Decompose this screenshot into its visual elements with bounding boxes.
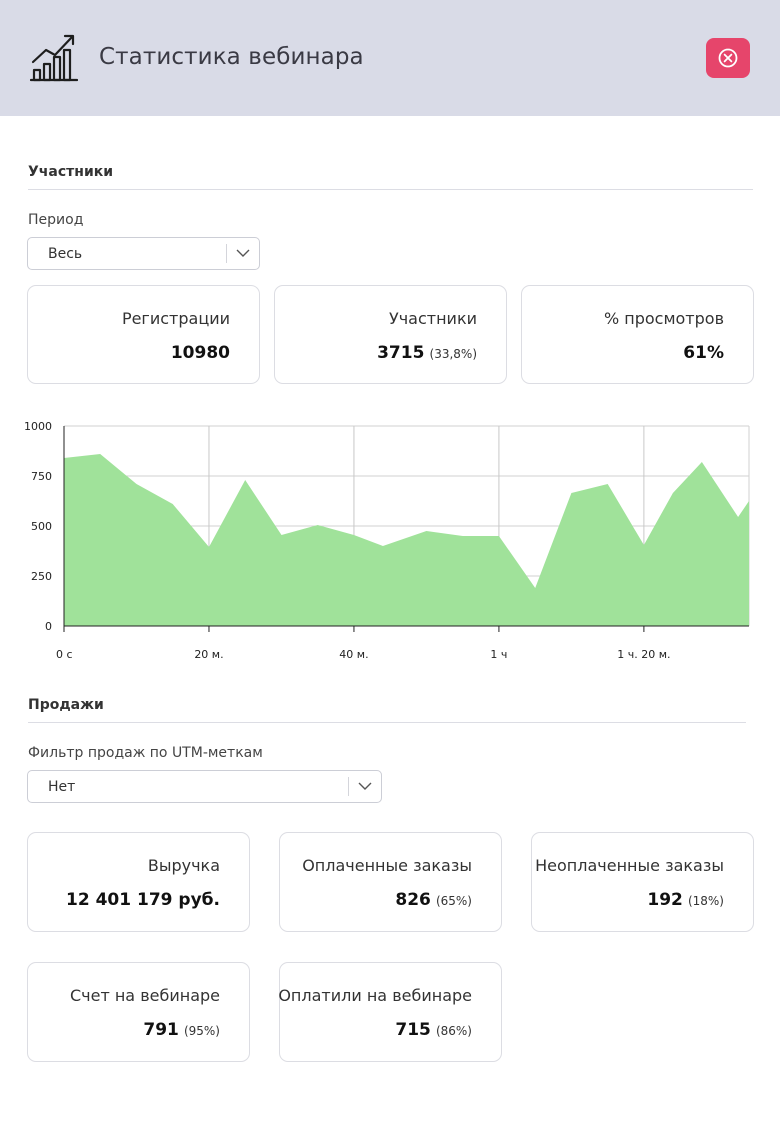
registrations-card: Регистрации 10980 <box>27 285 260 384</box>
card-number: 3715 <box>377 343 425 363</box>
sales-section-title: Продажи <box>28 697 104 713</box>
select-separator <box>226 244 227 263</box>
x-tick-label: 1 ч. 20 м. <box>617 648 670 661</box>
y-tick-label: 0 <box>45 620 52 633</box>
card-number: 61% <box>683 343 724 363</box>
period-select-value: Весь <box>48 246 83 262</box>
close-button[interactable] <box>706 38 750 78</box>
card-number: 192 <box>647 890 683 910</box>
card-value: 192 (18%) <box>647 890 724 910</box>
y-tick-label: 750 <box>31 470 52 483</box>
period-label: Период <box>28 212 84 228</box>
card-number: 826 <box>395 890 431 910</box>
invoice-at-webinar-card: Счет на вебинаре 791 (95%) <box>27 962 250 1062</box>
page-title: Статистика вебинара <box>99 44 364 70</box>
card-label: Счет на вебинаре <box>69 986 220 1005</box>
attendance-area-chart: 0 250 500 750 1000 0 с 20 м. 40 м. 1 ч 1 ч. 20 м. <box>24 420 750 661</box>
card-value: 715 (86%) <box>395 1020 472 1040</box>
card-label: Оплаченные заказы <box>302 856 472 875</box>
card-value: 12 401 179 руб. <box>66 890 220 910</box>
x-tick-label: 1 ч <box>490 648 507 661</box>
y-tick-label: 1000 <box>24 420 52 433</box>
card-label: Участники <box>388 309 477 328</box>
card-number: 12 401 179 руб. <box>66 890 220 910</box>
card-value: 61% <box>683 343 724 363</box>
paid-orders-card: Оплаченные заказы 826 (65%) <box>279 832 502 932</box>
card-number: 791 <box>143 1020 179 1040</box>
x-tick-label: 20 м. <box>194 648 223 661</box>
card-label: Неоплаченные заказы <box>535 856 724 875</box>
sales-divider <box>28 722 746 723</box>
utm-filter-value: Нет <box>48 779 76 795</box>
card-value: 10980 <box>171 343 230 363</box>
participants-divider <box>28 189 753 190</box>
x-tick-label: 0 с <box>56 648 73 661</box>
card-label: Оплатили на вебинаре <box>278 986 472 1005</box>
chart-growth-icon <box>30 34 78 82</box>
y-tick-label: 250 <box>31 570 52 583</box>
card-label: % просмотров <box>603 309 724 328</box>
card-label: Регистрации <box>121 309 230 328</box>
close-circle-icon <box>718 48 738 68</box>
card-value: 826 (65%) <box>395 890 472 910</box>
card-percent: (18%) <box>687 894 724 908</box>
chevron-down-icon <box>236 249 250 257</box>
card-label: Выручка <box>147 856 220 875</box>
header: Статистика вебинара <box>0 0 780 116</box>
card-number: 715 <box>395 1020 431 1040</box>
card-percent: (95%) <box>183 1024 220 1038</box>
x-tick-label: 40 м. <box>339 648 368 661</box>
paid-at-webinar-card: Оплатили на вебинаре 715 (86%) <box>278 962 502 1062</box>
select-separator <box>348 777 349 796</box>
series-area <box>64 454 749 626</box>
utm-filter-label: Фильтр продаж по UTM-меткам <box>28 745 263 761</box>
card-value: 791 (95%) <box>143 1020 220 1040</box>
card-number: 10980 <box>170 343 230 363</box>
card-percent: (86%) <box>435 1024 472 1038</box>
unpaid-orders-card: Неоплаченные заказы 192 (18%) <box>531 832 754 932</box>
y-tick-label: 500 <box>31 520 52 533</box>
views-percent-card: % просмотров 61% <box>521 285 754 384</box>
utm-filter-select[interactable]: Нет <box>27 770 382 803</box>
revenue-card: Выручка 12 401 179 руб. <box>27 832 250 932</box>
participants-section-title: Участники <box>28 164 114 180</box>
card-percent: (33,8%) <box>429 347 477 361</box>
participants-card: Участники 3715 (33,8%) <box>274 285 507 384</box>
card-value: 3715 (33,8%) <box>377 343 477 363</box>
period-select[interactable]: Весь <box>27 237 260 270</box>
card-percent: (65%) <box>435 894 472 908</box>
chevron-down-icon <box>358 782 372 790</box>
